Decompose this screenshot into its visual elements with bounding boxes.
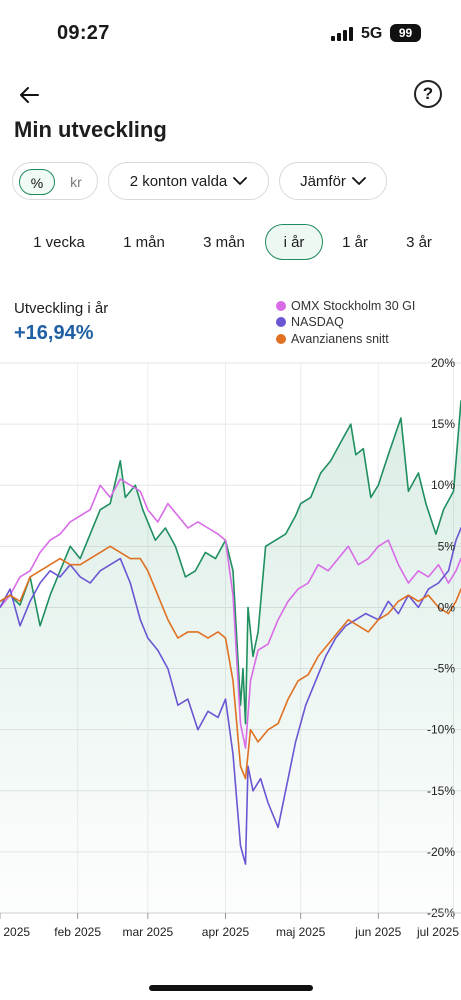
- page-title: Min utveckling: [14, 117, 167, 142]
- period-1-year[interactable]: 1 år: [342, 233, 368, 251]
- series-area-portfolio: [0, 400, 461, 913]
- period-ytd[interactable]: i år: [265, 224, 323, 260]
- chart-svg: 20%15%10%5%0%-5%-10%-15%-20%-25% jan 202…: [0, 356, 461, 939]
- arrow-left-icon: [20, 87, 39, 103]
- series-line-portfolio: [0, 400, 461, 725]
- unit-option-kr[interactable]: kr: [70, 174, 82, 190]
- performance-value: +16,94%: [14, 322, 94, 344]
- y-tick-label: -15%: [427, 784, 455, 798]
- help-button[interactable]: ?: [414, 80, 442, 108]
- x-axis: jan 2025 feb 2025 mar 2025 apr 2025 maj 2025…: [0, 912, 461, 939]
- y-tick-label: 0%: [438, 600, 456, 614]
- chart-legend: OMX Stockholm 30 GI NASDAQ Avanzianens s…: [276, 298, 415, 348]
- legend-dot-avanza: [276, 333, 286, 344]
- x-tick-label: jun 2025: [354, 925, 401, 939]
- y-tick-label: 5%: [438, 539, 456, 553]
- y-tick-label: 10%: [431, 478, 455, 492]
- legend-label-avanza: Avanzianens snitt: [291, 331, 389, 346]
- period-1-month[interactable]: 1 mån: [123, 233, 165, 251]
- unit-toggle: % kr: [12, 162, 98, 200]
- legend-item-avanza[interactable]: Avanzianens snitt: [276, 331, 415, 346]
- legend-dot-nasdaq: [276, 317, 286, 327]
- x-tick-label: jul 2025: [416, 925, 459, 939]
- compare-dropdown[interactable]: Jämför: [279, 162, 387, 200]
- battery-icon: 99: [390, 24, 421, 42]
- signal-strength-icon: [331, 27, 353, 41]
- accounts-label: 2 konton valda: [129, 172, 228, 190]
- chevron-down-icon: [352, 176, 366, 185]
- y-axis: 20%15%10%5%0%-5%-10%-15%-20%-25%: [427, 356, 455, 920]
- series-line-nasdaq: [0, 527, 461, 865]
- chart-area-layer: [0, 400, 461, 913]
- y-tick-label: 15%: [431, 417, 455, 431]
- unit-option-percent[interactable]: %: [19, 169, 55, 195]
- series-line-omx: [0, 478, 461, 749]
- legend-item-nasdaq[interactable]: NASDAQ: [276, 315, 415, 330]
- chevron-down-icon: [233, 176, 248, 185]
- series-line-avanza: [0, 545, 461, 780]
- period-1-week[interactable]: 1 vecka: [33, 233, 85, 251]
- period-selector: 1 vecka 1 mån 3 mån i år 1 år 3 år: [0, 224, 461, 260]
- x-tick-label: feb 2025: [54, 925, 101, 939]
- legend-dot-omx: [276, 300, 286, 311]
- period-3-months[interactable]: 3 mån: [203, 233, 245, 251]
- legend-item-omx[interactable]: OMX Stockholm 30 GI: [276, 298, 415, 313]
- accounts-dropdown[interactable]: 2 konton valda: [108, 162, 269, 200]
- compare-label: Jämför: [300, 172, 346, 190]
- x-tick-label: apr 2025: [202, 925, 250, 939]
- period-3-years[interactable]: 3 år: [406, 233, 432, 251]
- legend-label-nasdaq: NASDAQ: [291, 315, 344, 329]
- y-tick-label: -5%: [434, 662, 456, 676]
- x-tick-label: mar 2025: [122, 925, 173, 939]
- performance-label: Utveckling i år: [14, 300, 109, 317]
- y-tick-label: 20%: [431, 356, 455, 370]
- back-button[interactable]: [14, 80, 44, 110]
- performance-chart[interactable]: 20%15%10%5%0%-5%-10%-15%-20%-25% jan 202…: [0, 355, 461, 955]
- legend-label-omx: OMX Stockholm 30 GI: [291, 298, 416, 313]
- y-tick-label: -20%: [427, 845, 455, 859]
- x-tick-label: maj 2025: [276, 925, 326, 939]
- question-circle-icon: ?: [422, 84, 434, 103]
- y-tick-label: -10%: [427, 723, 455, 737]
- status-time: 09:27: [57, 22, 110, 44]
- status-bar: 09:27 5G 99: [0, 0, 461, 62]
- chart-lines: [0, 400, 461, 865]
- home-indicator: [149, 985, 313, 991]
- network-type: 5G: [361, 25, 383, 42]
- x-tick-label: jan 2025: [0, 925, 30, 939]
